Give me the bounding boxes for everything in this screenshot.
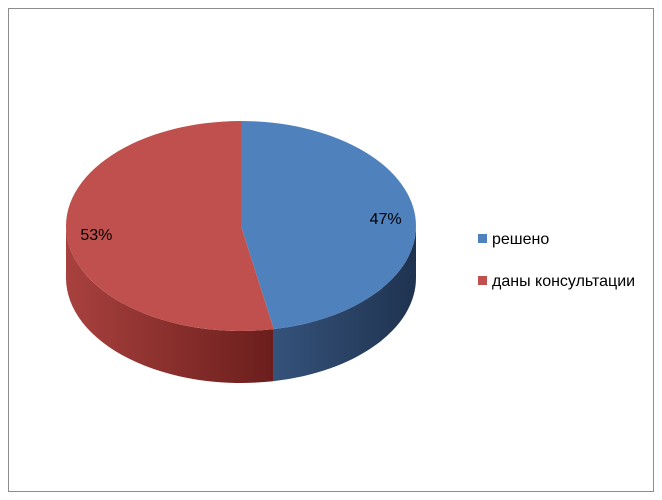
legend-swatch-решено bbox=[478, 234, 487, 243]
pie-slice-даны-консультации bbox=[66, 121, 274, 331]
legend: решено даны консультации bbox=[478, 231, 635, 290]
pie-tops bbox=[66, 121, 417, 331]
legend-swatch-даны-консультации bbox=[478, 276, 487, 285]
pie-data-labels: 47% 53% bbox=[80, 211, 401, 244]
pie-side-решено bbox=[273, 226, 416, 382]
pie-side-даны-консультации bbox=[66, 226, 274, 383]
data-label-решено: 47% bbox=[370, 211, 402, 228]
data-label-даны-консультации: 53% bbox=[80, 227, 112, 244]
pie-sides bbox=[66, 226, 416, 383]
pie-slice-решено bbox=[241, 121, 417, 330]
legend-label-даны-консультации: даны консультации bbox=[492, 273, 635, 290]
legend-label-решено: решено bbox=[492, 231, 549, 248]
